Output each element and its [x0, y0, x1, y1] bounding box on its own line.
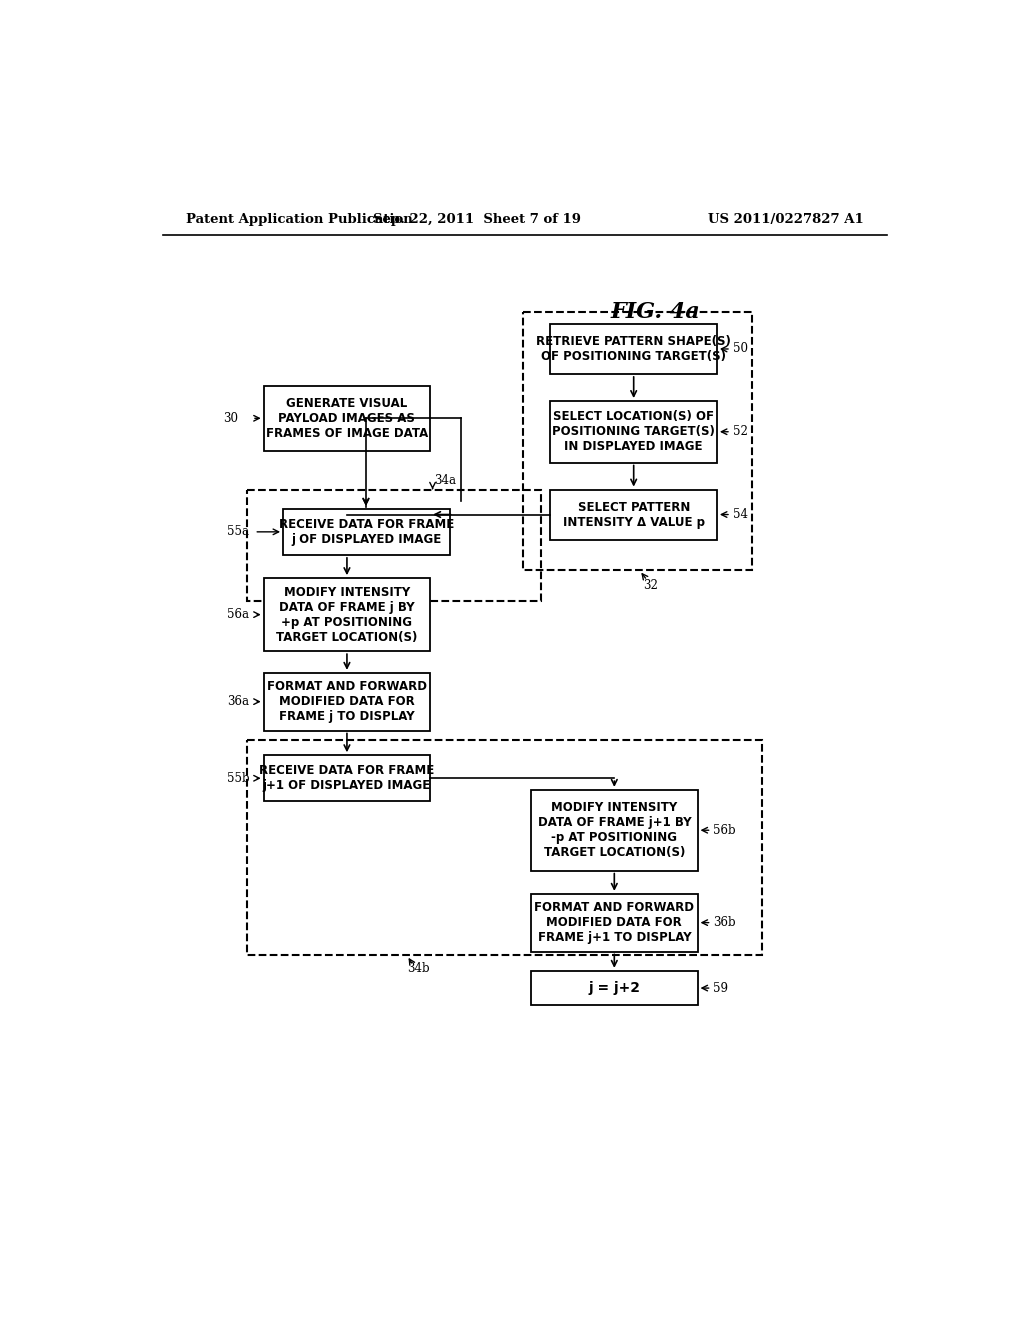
Text: 54: 54 — [732, 508, 748, 521]
Text: RECEIVE DATA FOR FRAME
j OF DISPLAYED IMAGE: RECEIVE DATA FOR FRAME j OF DISPLAYED IM… — [279, 517, 454, 546]
Bar — [263, 385, 430, 451]
Bar — [263, 673, 430, 730]
Text: 56a: 56a — [227, 609, 249, 622]
Bar — [531, 894, 697, 952]
Text: US 2011/0227827 A1: US 2011/0227827 A1 — [709, 214, 864, 227]
Text: 34b: 34b — [407, 962, 430, 975]
Text: FIG. 4a: FIG. 4a — [610, 301, 699, 323]
Text: 50: 50 — [732, 342, 748, 355]
Text: MODIFY INTENSITY
DATA OF FRAME j BY
+p AT POSITIONING
TARGET LOCATION(S): MODIFY INTENSITY DATA OF FRAME j BY +p A… — [276, 586, 418, 644]
Bar — [247, 739, 762, 956]
Bar — [523, 313, 752, 570]
Text: 30: 30 — [223, 412, 239, 425]
Bar — [531, 970, 697, 1006]
Text: j = j+2: j = j+2 — [589, 981, 640, 995]
Bar — [550, 490, 717, 540]
Text: SELECT LOCATION(S) OF
POSITIONING TARGET(S)
IN DISPLAYED IMAGE: SELECT LOCATION(S) OF POSITIONING TARGET… — [552, 411, 715, 453]
Bar — [263, 578, 430, 651]
Text: Sep. 22, 2011  Sheet 7 of 19: Sep. 22, 2011 Sheet 7 of 19 — [373, 214, 581, 227]
Text: 56b: 56b — [713, 824, 736, 837]
Text: FORMAT AND FORWARD
MODIFIED DATA FOR
FRAME j+1 TO DISPLAY: FORMAT AND FORWARD MODIFIED DATA FOR FRA… — [535, 902, 694, 944]
Text: 55a: 55a — [227, 525, 249, 539]
Bar — [531, 789, 697, 871]
Text: RECEIVE DATA FOR FRAME
j+1 OF DISPLAYED IMAGE: RECEIVE DATA FOR FRAME j+1 OF DISPLAYED … — [259, 764, 434, 792]
Bar — [247, 490, 541, 601]
Text: 36b: 36b — [713, 916, 736, 929]
Bar — [550, 401, 717, 462]
Bar — [263, 755, 430, 801]
Text: MODIFY INTENSITY
DATA OF FRAME j+1 BY
-p AT POSITIONING
TARGET LOCATION(S): MODIFY INTENSITY DATA OF FRAME j+1 BY -p… — [538, 801, 691, 859]
Text: 55b: 55b — [227, 772, 250, 785]
Text: 32: 32 — [643, 579, 658, 593]
Bar — [283, 508, 450, 554]
Text: 36a: 36a — [227, 696, 249, 708]
Text: 34a: 34a — [434, 474, 456, 487]
Text: 52: 52 — [732, 425, 748, 438]
Text: RETRIEVE PATTERN SHAPE(S)
OF POSITIONING TARGET(S): RETRIEVE PATTERN SHAPE(S) OF POSITIONING… — [537, 335, 731, 363]
Text: GENERATE VISUAL
PAYLOAD IMAGES AS
FRAMES OF IMAGE DATA: GENERATE VISUAL PAYLOAD IMAGES AS FRAMES… — [266, 397, 428, 440]
Text: FORMAT AND FORWARD
MODIFIED DATA FOR
FRAME j TO DISPLAY: FORMAT AND FORWARD MODIFIED DATA FOR FRA… — [267, 680, 427, 723]
Text: Patent Application Publication: Patent Application Publication — [186, 214, 413, 227]
Bar — [550, 323, 717, 374]
Text: SELECT PATTERN
INTENSITY Δ VALUE p: SELECT PATTERN INTENSITY Δ VALUE p — [562, 500, 705, 528]
Text: 59: 59 — [713, 982, 728, 994]
